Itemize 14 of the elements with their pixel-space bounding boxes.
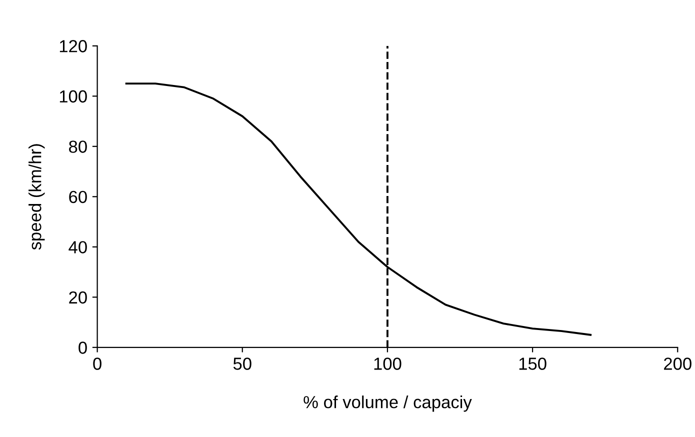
y-tick-label: 100: [60, 90, 87, 103]
y-tick-label: 80: [69, 140, 87, 153]
y-tick-label: 0: [78, 342, 87, 354]
y-tick-label: 60: [69, 190, 87, 204]
y-tick-label: 120: [60, 40, 87, 52]
x-axis-title: % of volume / capaciy: [304, 396, 472, 412]
x-tick-label: 50: [233, 358, 252, 370]
y-tick-label: 40: [68, 241, 87, 254]
x-tick-label: 200: [664, 358, 692, 370]
y-axis-title: speed (km/hr): [28, 144, 45, 250]
y-tick-label: 20: [69, 291, 87, 304]
x-tick-label: 0: [93, 358, 102, 370]
x-tick-label: 100: [374, 358, 402, 370]
x-tick-label: 150: [519, 358, 546, 370]
